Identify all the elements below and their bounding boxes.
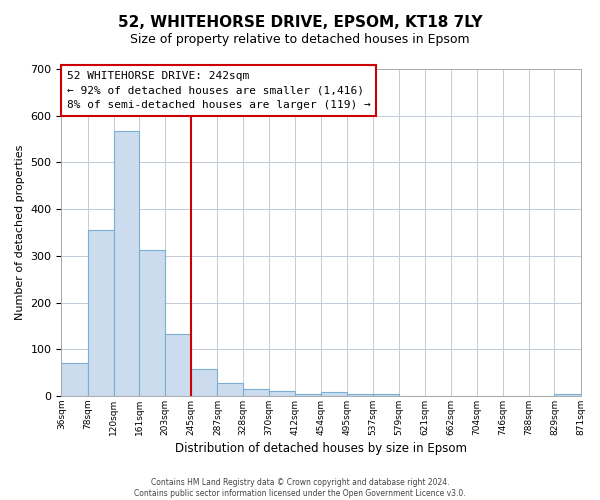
Bar (295, 394, 321, 396)
Text: 52 WHITEHORSE DRIVE: 242sqm
← 92% of detached houses are smaller (1,416)
8% of s: 52 WHITEHORSE DRIVE: 242sqm ← 92% of det… (67, 70, 370, 110)
X-axis label: Distribution of detached houses by size in Epsom: Distribution of detached houses by size … (175, 442, 467, 455)
Bar (61, 363, 88, 396)
Bar (88, 230, 113, 396)
Bar (347, 394, 373, 396)
Y-axis label: Number of detached properties: Number of detached properties (15, 145, 25, 320)
Text: Size of property relative to detached houses in Epsom: Size of property relative to detached ho… (130, 32, 470, 46)
Bar (217, 383, 243, 396)
Bar (139, 250, 165, 396)
Bar (165, 334, 191, 396)
Bar (373, 394, 399, 396)
Bar (113, 131, 139, 396)
Text: 52, WHITEHORSE DRIVE, EPSOM, KT18 7LY: 52, WHITEHORSE DRIVE, EPSOM, KT18 7LY (118, 15, 482, 30)
Bar (191, 369, 217, 396)
Text: Contains HM Land Registry data © Crown copyright and database right 2024.
Contai: Contains HM Land Registry data © Crown c… (134, 478, 466, 498)
Bar (321, 392, 347, 396)
Bar (269, 391, 295, 396)
Bar (554, 394, 581, 396)
Bar (243, 389, 269, 396)
